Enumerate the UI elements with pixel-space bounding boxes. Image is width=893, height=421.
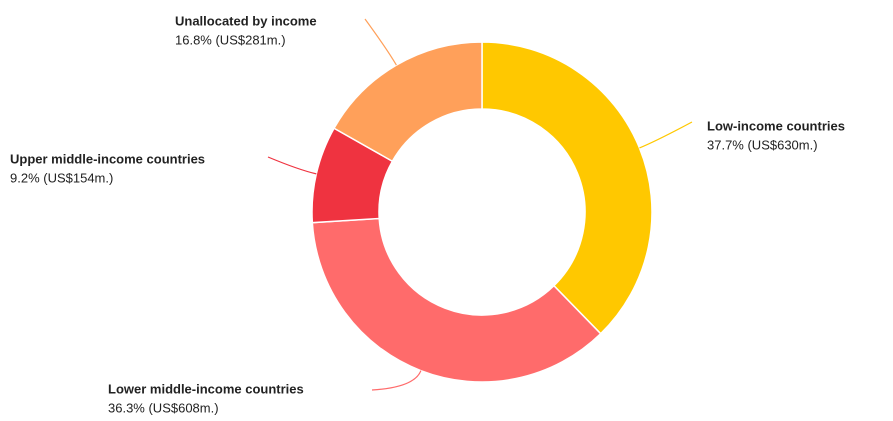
- slice-label: Unallocated by income: [175, 13, 317, 28]
- value-label: 16.8% (US$281m.): [175, 32, 286, 47]
- slice: [481, 41, 653, 335]
- slice-label: Upper middle-income countries: [10, 151, 205, 166]
- value-label: 36.3% (US$608m.): [108, 400, 219, 415]
- leader-line: [364, 18, 397, 66]
- value-label: 9.2% (US$154m.): [10, 170, 113, 185]
- value-label: 37.7% (US$630m.): [707, 137, 818, 152]
- slice: [333, 41, 483, 163]
- slice-label: Low-income countries: [707, 118, 845, 133]
- slice-label: Lower middle-income countries: [108, 381, 304, 396]
- leader-line: [267, 156, 317, 175]
- slice: [311, 217, 602, 383]
- leader-line: [371, 370, 422, 391]
- leader-line: [639, 121, 693, 149]
